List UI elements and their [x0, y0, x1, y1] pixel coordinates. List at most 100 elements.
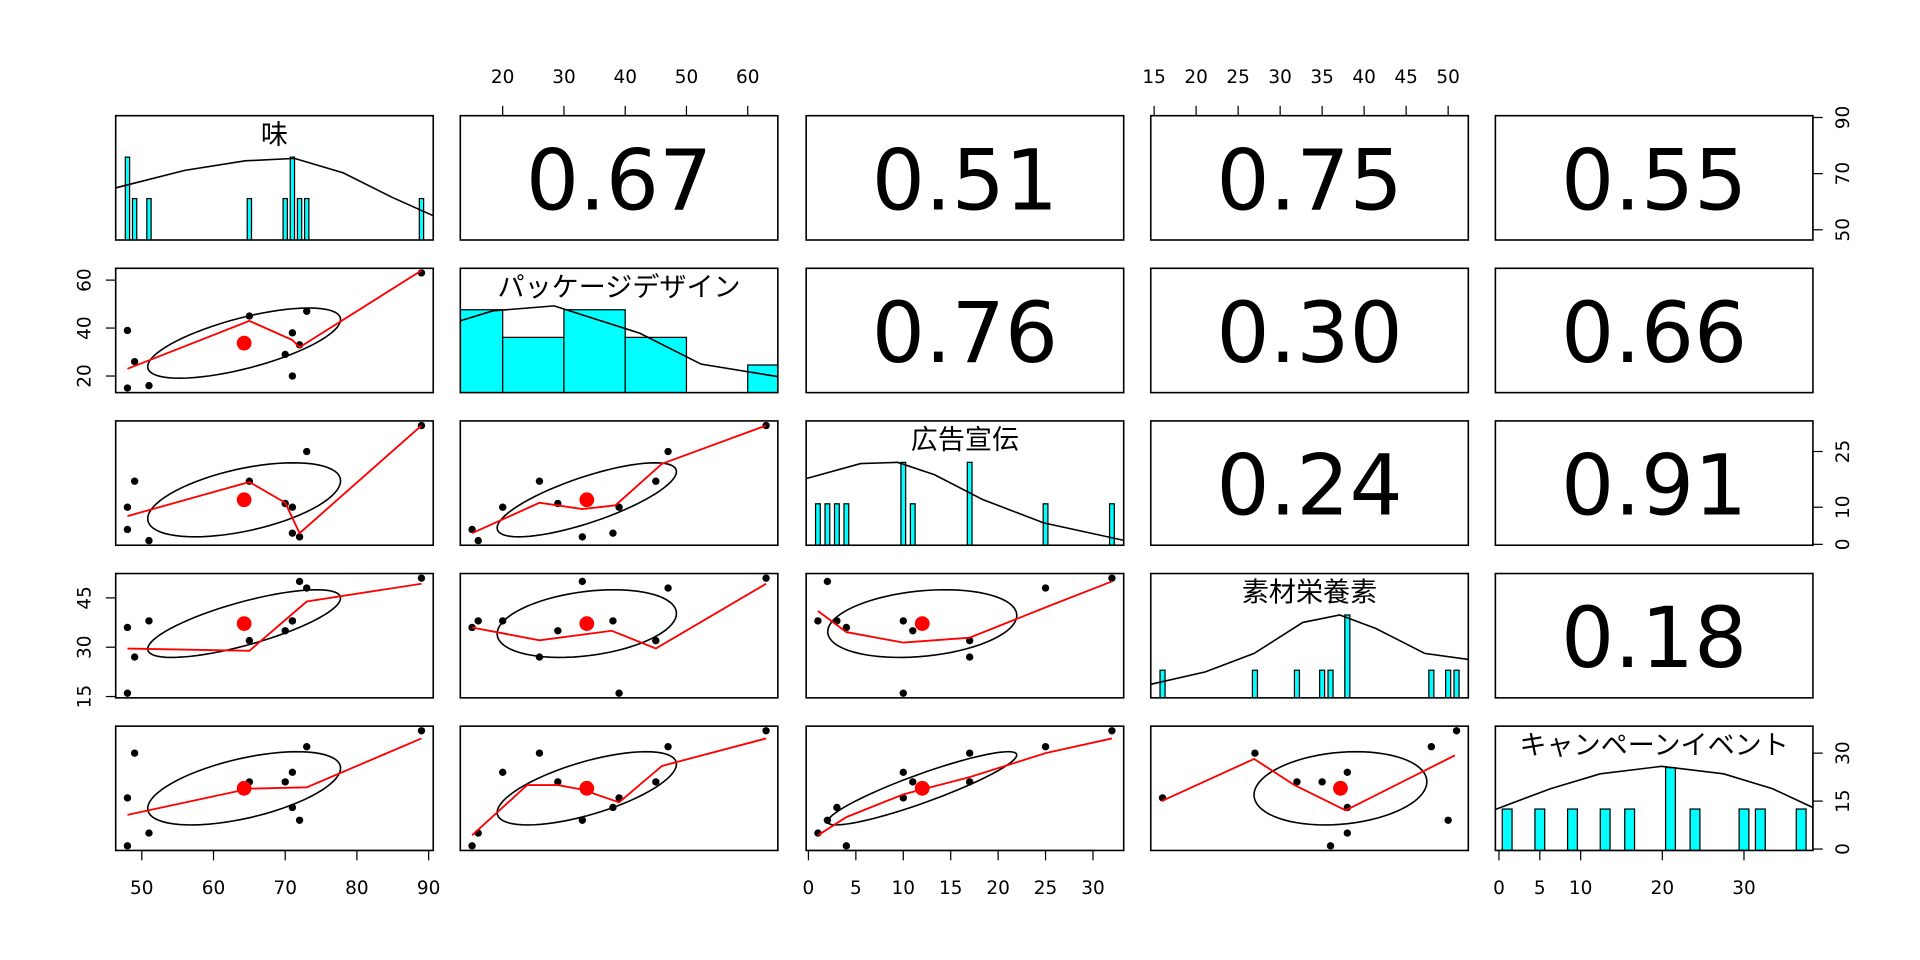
x-tick-label: 25	[1226, 67, 1249, 88]
correlation-label: 0.91	[1561, 437, 1747, 535]
correlation-label: 0.55	[1561, 131, 1747, 229]
mean-point	[236, 492, 252, 508]
histogram-bar	[1624, 808, 1636, 851]
correlation-label: 0.51	[872, 131, 1058, 229]
panel-frame	[1494, 572, 1814, 699]
x-tick-label: 50	[1436, 67, 1459, 88]
x-tick-label: 80	[345, 878, 368, 899]
data-point	[609, 529, 617, 537]
histogram-bar	[1445, 669, 1452, 698]
histogram-bar	[146, 197, 152, 240]
data-point	[288, 768, 297, 777]
x-tick-label: 10	[892, 878, 915, 899]
histogram-bar	[289, 156, 296, 240]
x-tick-label: 40	[1352, 67, 1375, 88]
data-point	[474, 617, 482, 625]
histogram-bar	[1042, 503, 1049, 546]
smooth-line	[127, 737, 422, 816]
mean-point	[236, 780, 252, 796]
data-point	[303, 447, 311, 456]
data-point	[295, 577, 304, 586]
histogram-bar	[624, 336, 688, 393]
data-point	[245, 636, 254, 645]
variable-label: キャンペーンイベント	[1520, 730, 1789, 761]
variable-label: パッケージデザイン	[498, 272, 741, 303]
data-point	[417, 574, 426, 582]
y-tick-label: 70	[1833, 162, 1854, 185]
panel	[459, 572, 779, 699]
data-point	[499, 768, 507, 777]
data-point	[1343, 829, 1352, 837]
panel-frame	[805, 572, 1125, 699]
data-point	[295, 816, 304, 824]
panel	[459, 725, 779, 852]
panel-content	[468, 574, 770, 697]
x-tick-label: 45	[1394, 67, 1417, 88]
data-point	[1108, 574, 1116, 582]
panel: 0.55	[1494, 114, 1814, 241]
panel: 0.24	[1149, 420, 1470, 547]
y-tick-label: 15	[74, 685, 95, 708]
panel-content	[806, 461, 1124, 546]
histogram-bar	[1664, 766, 1677, 851]
panel-frame	[805, 114, 1125, 241]
histogram-bar	[460, 309, 504, 393]
correlation-ellipse	[146, 750, 342, 826]
data-point	[814, 617, 822, 625]
panel-frame	[114, 420, 435, 547]
variable-label: 素材栄養素	[1242, 578, 1377, 609]
panel-frame	[114, 114, 435, 241]
y-tick-label: 0	[1833, 843, 1854, 855]
smooth-line	[817, 580, 1113, 644]
x-tick-label: 0	[1493, 878, 1505, 899]
smooth-line	[127, 424, 423, 535]
data-point	[615, 689, 623, 697]
data-point	[123, 689, 132, 697]
smooth-line	[471, 582, 767, 650]
x-tick-label: 50	[130, 878, 153, 899]
correlation-label: 0.66	[1561, 284, 1747, 382]
x-tick-label: 5	[850, 878, 862, 899]
y-tick-label: 90	[1833, 106, 1854, 129]
variable-label: 広告宣伝	[911, 425, 1019, 456]
data-point	[288, 503, 297, 511]
smooth-line	[127, 582, 422, 652]
histogram-bar	[1319, 669, 1326, 698]
data-point	[909, 627, 917, 635]
histogram-bar	[1599, 808, 1611, 851]
data-point	[468, 525, 476, 534]
y-tick-label: 20	[74, 364, 95, 387]
data-point	[1343, 768, 1352, 777]
data-point	[762, 574, 770, 582]
data-point	[664, 584, 672, 592]
panel-frame	[459, 267, 779, 394]
x-tick-label: 30	[1268, 67, 1291, 88]
panel	[114, 725, 435, 852]
mean-point	[236, 616, 252, 631]
data-point	[615, 503, 623, 511]
mean-point	[579, 492, 595, 508]
histogram-bar	[1689, 808, 1701, 851]
data-point	[303, 743, 311, 751]
data-point	[123, 842, 132, 850]
y-tick-label: 50	[1833, 218, 1854, 241]
data-point	[762, 727, 770, 735]
histogram-bar	[1251, 669, 1259, 698]
y-tick-label: 25	[1833, 440, 1854, 463]
data-point	[554, 627, 562, 635]
histogram-bar	[563, 309, 626, 393]
data-point	[468, 842, 476, 850]
data-point	[664, 743, 672, 751]
panel: 0.76	[805, 267, 1125, 394]
histogram-bar	[1159, 669, 1166, 698]
data-point	[123, 623, 132, 632]
histogram-bar	[814, 503, 821, 546]
data-point	[417, 727, 426, 735]
data-point	[145, 536, 153, 545]
data-point	[130, 357, 139, 366]
data-point	[123, 525, 132, 534]
data-point	[609, 617, 617, 625]
x-tick-label: 30	[552, 67, 575, 88]
data-point	[965, 749, 974, 757]
panel-frame	[805, 420, 1125, 547]
